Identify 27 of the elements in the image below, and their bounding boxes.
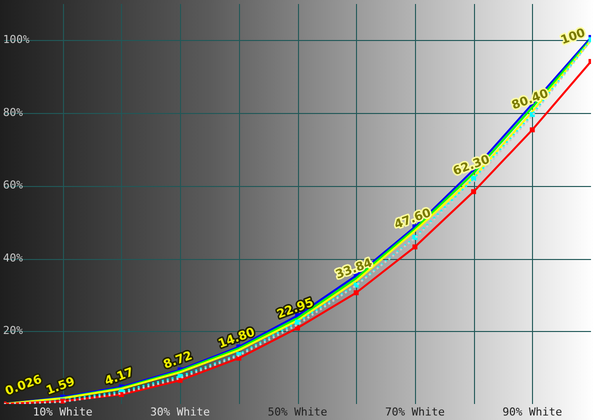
point bbox=[530, 127, 535, 132]
point bbox=[295, 326, 300, 330]
x-tick-label: 50% White bbox=[268, 405, 328, 418]
y-tick-label: 20% bbox=[3, 324, 24, 338]
x-tick-label: 10% White bbox=[32, 405, 93, 418]
point bbox=[471, 176, 476, 182]
data-label: 8.72 bbox=[161, 348, 194, 372]
point bbox=[295, 320, 300, 325]
data-label: 4.17 bbox=[102, 364, 136, 388]
point bbox=[354, 290, 359, 296]
x-tick-label: 90% White bbox=[502, 405, 562, 418]
x-tick-label: 30% White bbox=[150, 405, 210, 418]
point bbox=[412, 244, 418, 250]
y-tick-label: 40% bbox=[3, 251, 24, 264]
y-tick-label: 60% bbox=[3, 178, 24, 192]
data-label: 80.40 bbox=[510, 86, 550, 112]
data-label: 1.59 bbox=[44, 374, 77, 398]
data-label: 62.30 bbox=[451, 152, 492, 178]
data-label: 100 bbox=[558, 25, 588, 48]
y-tick-label: 100% bbox=[3, 33, 30, 46]
data-label: 47.60 bbox=[392, 205, 433, 232]
x-tick-label: 70% White bbox=[385, 405, 445, 418]
point bbox=[471, 189, 476, 194]
data-label: 14.80 bbox=[216, 324, 257, 351]
y-tick-label: 80% bbox=[3, 106, 24, 119]
point bbox=[178, 378, 183, 383]
data-label: 0.026 bbox=[3, 372, 44, 398]
